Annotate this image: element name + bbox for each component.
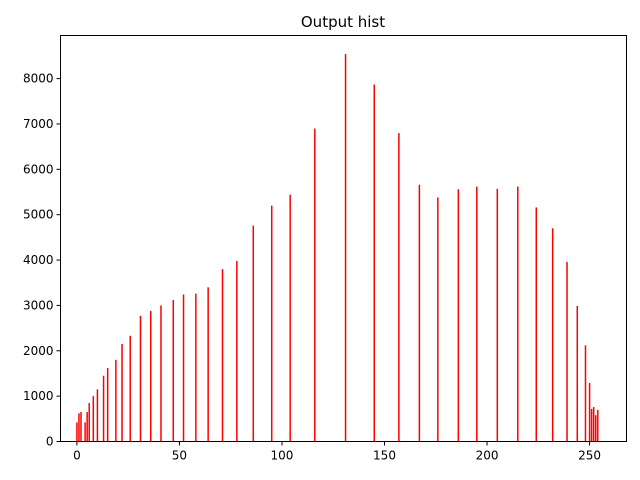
- histogram-bar: [594, 415, 597, 442]
- histogram-bar: [314, 128, 316, 442]
- histogram-bar: [86, 412, 88, 442]
- histogram-bar: [236, 260, 238, 442]
- chart-title: Output hist: [301, 13, 385, 31]
- histogram-bar: [517, 186, 519, 442]
- histogram-bar: [221, 269, 224, 442]
- histogram-bar: [172, 299, 175, 442]
- histogram-bar: [566, 261, 568, 442]
- plot-frame: [60, 35, 627, 442]
- histogram-bar: [457, 189, 460, 442]
- histogram-bar: [160, 305, 162, 442]
- x-tick-label: 150: [373, 449, 396, 463]
- histogram-bar: [597, 409, 599, 442]
- y-tick-label: 8000: [23, 72, 54, 86]
- histogram-bar: [418, 184, 421, 442]
- y-tick-label: 1000: [23, 389, 54, 403]
- histogram-bar: [551, 228, 554, 442]
- histogram-bar: [115, 359, 117, 442]
- histogram-bar: [535, 207, 538, 442]
- x-tick-label: 0: [73, 449, 81, 463]
- histogram-bar: [496, 188, 499, 442]
- histogram-bar: [102, 375, 105, 442]
- histogram-bar: [576, 305, 579, 442]
- histogram-bar: [121, 343, 123, 442]
- histogram-bar: [592, 407, 595, 442]
- y-tick-label: 2000: [23, 344, 54, 358]
- histogram-bar: [588, 382, 591, 442]
- histogram-bar: [476, 186, 478, 442]
- x-tick-label: 100: [271, 449, 294, 463]
- y-tick-label: 5000: [23, 208, 54, 222]
- histogram-bar: [590, 408, 593, 442]
- x-tick-label: 250: [578, 449, 601, 463]
- y-tick-label: 7000: [23, 117, 54, 131]
- histogram-bar: [106, 368, 109, 442]
- histogram-bar: [139, 315, 142, 442]
- bars-group: [76, 54, 599, 442]
- histogram-bar: [207, 287, 209, 442]
- y-tick-label: 0: [46, 435, 54, 449]
- histogram-bar: [92, 396, 95, 442]
- y-tick-label: 4000: [23, 253, 54, 267]
- y-tick-label: 3000: [23, 298, 54, 312]
- histogram-bar: [76, 422, 78, 442]
- histogram-bar: [437, 197, 439, 442]
- histogram-bar: [84, 422, 86, 442]
- x-tick-label: 50: [172, 449, 187, 463]
- histogram-bar: [584, 345, 587, 442]
- histogram-bar: [80, 412, 82, 442]
- x-axis-ticks: 0 50 100 150 200 250: [73, 441, 601, 463]
- histogram-bar: [195, 293, 197, 442]
- histogram-bar: [252, 225, 255, 442]
- histogram-bar: [78, 413, 80, 442]
- histogram-bar: [182, 294, 185, 442]
- histogram-bar: [373, 84, 376, 442]
- y-tick-label: 6000: [23, 162, 54, 176]
- histogram-bar: [88, 402, 90, 442]
- histogram-bar: [398, 133, 400, 442]
- histogram-bar: [96, 389, 99, 442]
- histogram-bar: [129, 335, 131, 442]
- histogram-bar: [149, 310, 152, 442]
- x-tick-label: 200: [476, 449, 499, 463]
- histogram-bar: [344, 54, 347, 442]
- histogram-bar: [270, 205, 273, 442]
- y-axis-ticks: 0 1000 2000 3000 4000 5000 6000 7000 8000: [23, 72, 61, 449]
- histogram-bar: [289, 194, 291, 442]
